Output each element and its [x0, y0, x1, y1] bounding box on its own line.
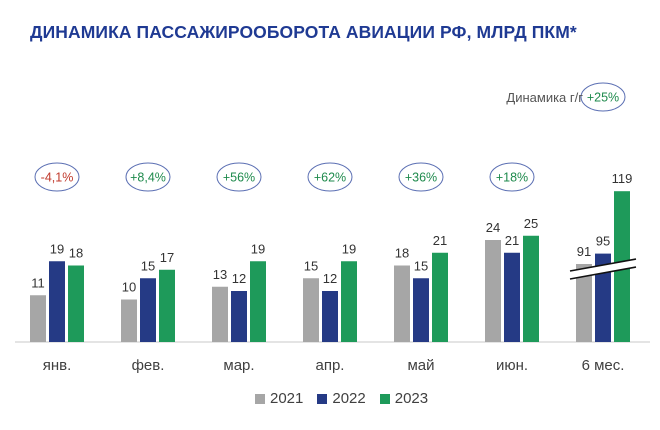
- data-label-2023-2: 19: [251, 241, 265, 256]
- bar-2021-2: [212, 286, 228, 342]
- dynamics-label: Динамика г/г: [506, 90, 583, 105]
- yoy-bubble-1: [125, 162, 171, 192]
- legend-swatch-2023: [379, 393, 390, 404]
- bar-2021-4: [394, 265, 410, 342]
- axis-break-line-top: [569, 258, 637, 272]
- legend-item-2022: 2022: [317, 390, 366, 407]
- yoy-label-1: +8,4%: [130, 171, 166, 185]
- legend-label-2023: 2023: [394, 390, 429, 407]
- data-label-2023-5: 25: [524, 216, 538, 231]
- yoy-label-2: +56%: [223, 171, 255, 185]
- x-tick-label-0: янв.: [43, 357, 72, 374]
- yoy-bubble-6: [580, 82, 626, 112]
- yoy-label-6: +25%: [587, 91, 619, 105]
- axis-break-line-bottom: [569, 266, 637, 280]
- x-tick-label-4: май: [407, 357, 434, 374]
- data-label-2021-2: 13: [213, 267, 227, 282]
- legend-item-2023: 2023: [379, 390, 429, 407]
- bar-2023-5: [523, 235, 539, 342]
- data-label-2022-6: 95: [596, 234, 610, 249]
- data-label-2022-5: 21: [505, 233, 519, 248]
- bar-2023-1: [159, 269, 175, 342]
- yoy-label-4: +36%: [405, 171, 437, 185]
- data-label-2021-4: 18: [395, 246, 409, 261]
- data-label-2021-6: 91: [577, 244, 591, 259]
- bar-2021-3: [303, 278, 319, 342]
- data-label-2023-1: 17: [160, 250, 174, 265]
- yoy-label-3: +62%: [314, 171, 346, 185]
- data-label-2022-4: 15: [414, 258, 428, 273]
- bar-2021-5: [485, 240, 501, 342]
- data-label-2023-6: 119: [612, 171, 633, 186]
- legend-swatch-2021: [255, 393, 265, 404]
- x-tick-label-5: июн.: [496, 357, 528, 374]
- data-label-2023-4: 21: [433, 233, 447, 248]
- x-tick-label-1: фев.: [132, 357, 165, 374]
- bar-2022-0: [49, 261, 65, 342]
- data-label-2022-2: 12: [232, 271, 246, 286]
- axis-break-gap: [570, 259, 636, 279]
- bar-2022-3: [322, 291, 338, 342]
- yoy-bubble-0: [34, 162, 80, 192]
- bar-2021-1: [121, 299, 137, 342]
- data-label-2021-3: 15: [304, 258, 318, 273]
- chart-title: ДИНАМИКА ПАССАЖИРООБОРОТА АВИАЦИИ РФ, МЛ…: [30, 22, 577, 42]
- data-label-2022-0: 19: [50, 241, 64, 256]
- bar-2023-3: [341, 261, 357, 342]
- data-label-2022-3: 12: [323, 271, 337, 286]
- bar-2023-0: [68, 265, 84, 342]
- data-label-2021-1: 10: [122, 280, 136, 295]
- bar-2022-5: [504, 252, 520, 342]
- legend-item-2021: 2021: [255, 390, 303, 407]
- yoy-label-5: +18%: [496, 171, 528, 185]
- x-tick-label-3: апр.: [316, 357, 345, 374]
- legend: 2021 2022 2023: [255, 390, 428, 407]
- data-label-2023-3: 19: [342, 241, 356, 256]
- yoy-bubble-3: [307, 162, 353, 192]
- yoy-label-0: -4,1%: [41, 171, 74, 185]
- bar-2022-2: [231, 291, 247, 342]
- x-tick-label-2: мар.: [223, 357, 254, 374]
- bar-2022-4: [413, 278, 429, 342]
- bar-2023-2: [250, 261, 266, 342]
- legend-swatch-2022: [317, 393, 328, 404]
- bar-2021-6: [576, 264, 592, 342]
- yoy-bubble-5: [489, 162, 535, 192]
- x-tick-label-6: 6 мес.: [582, 357, 625, 374]
- bar-2022-6: [595, 253, 611, 342]
- bar-2023-4: [432, 252, 448, 342]
- yoy-bubble-4: [398, 162, 444, 192]
- legend-label-2022: 2022: [332, 390, 366, 407]
- data-label-2021-5: 24: [486, 220, 500, 235]
- data-label-2023-0: 18: [69, 246, 83, 261]
- bar-2021-0: [30, 295, 46, 342]
- legend-label-2021: 2021: [270, 390, 304, 407]
- yoy-bubble-2: [216, 162, 262, 192]
- data-label-2022-1: 15: [141, 258, 155, 273]
- bar-2022-1: [140, 278, 156, 342]
- data-label-2021-0: 11: [31, 275, 45, 290]
